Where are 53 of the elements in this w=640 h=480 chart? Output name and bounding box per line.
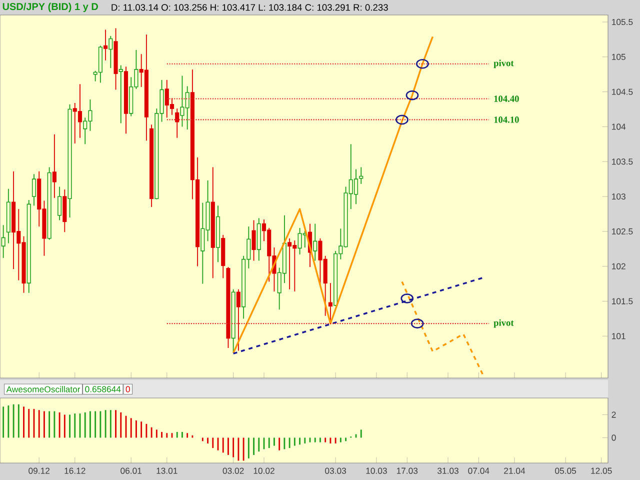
- candlestick: [108, 35, 113, 69]
- candlestick: [236, 288, 240, 352]
- y-tick-label: 2: [612, 412, 616, 418]
- chart-title: USD/JPY (BID) 1 y D: [2, 2, 98, 12]
- line-series: [401, 280, 485, 378]
- y-tick-label: 102: [612, 263, 626, 270]
- candlestick: [104, 29, 108, 61]
- candlestick: [52, 134, 56, 198]
- y-tick-label: 103: [612, 193, 626, 200]
- point: [396, 114, 408, 125]
- point: [406, 90, 419, 100]
- x-tick-label: 07.04: [468, 468, 490, 474]
- x-tick-label: 21.04: [504, 468, 526, 474]
- chart-subtitle: D: 11.03.14 O: 103.256 H: 103.417 L: 103.184 C: 103.291 R: 0.233: [112, 4, 388, 11]
- x-tick-label: 09.12: [28, 468, 50, 474]
- point: [416, 58, 429, 69]
- ref-line-label: pivot: [494, 60, 514, 68]
- x-tick-label: 03.02: [222, 468, 244, 474]
- y-tick-label: 105: [612, 54, 626, 60]
- x-tick-label: 31.03: [438, 468, 458, 474]
- x-tick-label: 10.02: [254, 468, 274, 474]
- ref-line-label: 104.40: [494, 96, 519, 102]
- candlestick: [58, 186, 62, 221]
- y-tick-label: 102.5: [612, 228, 633, 234]
- line-series: [232, 36, 434, 354]
- candlestick: [118, 64, 123, 124]
- x-tick-label: 13.01: [156, 468, 178, 474]
- y-tick-label: 101: [612, 333, 626, 340]
- x-tick-label: 10.03: [366, 468, 387, 474]
- point: [410, 318, 424, 328]
- x-tick-label: 06.01: [120, 468, 142, 474]
- candlestick: [175, 108, 180, 138]
- ref-line-label: 104.10: [494, 116, 519, 123]
- x-tick-label: 05.05: [555, 468, 576, 474]
- candlestick: [32, 174, 36, 206]
- y-tick-label: 104: [612, 124, 626, 130]
- x-tick-label: 16.12: [64, 468, 86, 474]
- x-tick-label: 03.03: [325, 468, 346, 474]
- candlestick: [252, 220, 256, 262]
- y-tick-label: 105.5: [612, 18, 633, 26]
- point: [400, 293, 414, 304]
- text: 0: [126, 386, 130, 392]
- ref-line-label: pivot: [494, 319, 514, 328]
- chart-title: AwesomeOscillator: [6, 386, 80, 392]
- x-tick-label: 17.03: [396, 468, 418, 474]
- candlestick: [313, 223, 318, 262]
- x-tick-label: 12.05: [591, 468, 612, 474]
- y-tick-label: 103.5: [612, 158, 633, 165]
- candlestick: [298, 227, 302, 255]
- y-tick-label: 101.5: [612, 298, 633, 304]
- y-tick-label: 0: [612, 434, 616, 441]
- y-tick-label: 104.5: [612, 88, 633, 95]
- text: 0.658644: [85, 386, 121, 392]
